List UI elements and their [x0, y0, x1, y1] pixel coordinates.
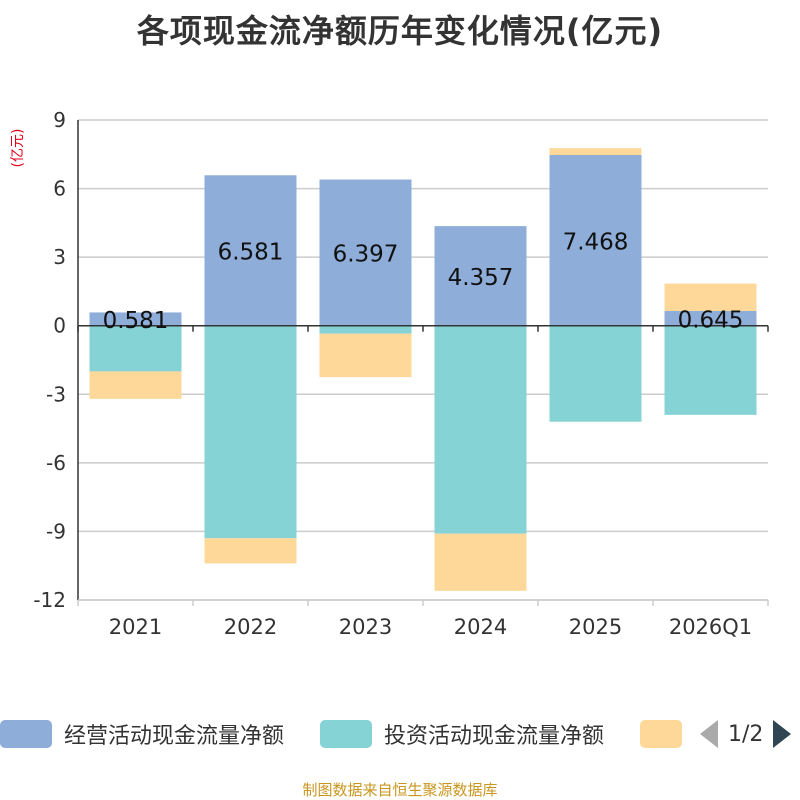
x-tick-label: 2024 — [454, 615, 507, 639]
data-label: 6.397 — [333, 242, 399, 268]
bar-investing — [664, 325, 757, 415]
chart-title: 各项现金流净额历年变化情况(亿元) — [136, 12, 664, 50]
y-tick-label: 0 — [53, 314, 66, 338]
legend: 经营活动现金流量净额 投资活动现金流量净额 1/2 — [0, 716, 800, 756]
bar-financing — [664, 283, 757, 311]
data-label: 0.581 — [103, 308, 169, 334]
x-tick-label: 2026Q1 — [669, 615, 752, 639]
bar-financing — [434, 533, 527, 591]
y-axis-label: (亿元) — [10, 129, 26, 168]
legend-label: 投资活动现金流量净额 — [384, 724, 605, 749]
bar-operating — [89, 312, 182, 326]
legend-swatch — [320, 720, 372, 748]
y-tick-label: 6 — [53, 177, 66, 201]
data-label: 7.468 — [563, 229, 629, 255]
bar-financing — [319, 333, 412, 378]
x-tick-label: 2023 — [339, 615, 392, 639]
bar-operating — [664, 310, 757, 326]
legend-item-financing[interactable] — [640, 716, 682, 752]
legend-item-operating[interactable]: 经营活动现金流量净额 — [0, 716, 284, 752]
bar-investing — [319, 325, 412, 334]
y-tick-label: -6 — [46, 451, 66, 475]
bar-operating — [549, 155, 642, 326]
bar-investing — [204, 325, 297, 539]
bar-investing — [549, 325, 642, 422]
y-tick-label: -12 — [33, 588, 66, 612]
bar-investing — [89, 325, 182, 372]
pager-next-icon[interactable] — [773, 720, 792, 748]
y-tick-label: 3 — [53, 245, 66, 269]
bar-financing — [89, 371, 182, 399]
data-label: 6.581 — [218, 240, 284, 266]
legend-swatch — [0, 720, 52, 748]
data-label: 4.357 — [448, 265, 514, 291]
legend-swatch — [640, 720, 682, 748]
data-label: 0.645 — [678, 307, 744, 333]
legend-pager: 1/2 — [700, 716, 792, 752]
bar-investing — [434, 325, 527, 534]
source-note: 制图数据来自恒生聚源数据库 — [302, 781, 498, 799]
bar-financing — [549, 148, 642, 156]
bar-operating — [434, 226, 527, 326]
y-tick-label: -3 — [46, 382, 66, 406]
chart-plot: (亿元) 9 6 3 0 -3 -6 -9 -12 2021 2022 2023 2024 2025 20… — [10, 108, 769, 639]
pager-indicator: 1/2 — [728, 721, 764, 747]
legend-label: 经营活动现金流量净额 — [64, 724, 285, 749]
bar-financing — [204, 538, 297, 564]
x-tick-label: 2025 — [569, 615, 622, 639]
x-tick-label: 2021 — [109, 615, 162, 639]
pager-prev-icon[interactable] — [700, 720, 718, 748]
x-tick-label: 2022 — [224, 615, 277, 639]
bar-operating — [204, 175, 297, 326]
bar-operating — [319, 179, 412, 326]
y-tick-label: -9 — [46, 519, 66, 543]
legend-item-investing[interactable]: 投资活动现金流量净额 — [320, 716, 604, 752]
y-tick-label: 9 — [53, 108, 66, 132]
